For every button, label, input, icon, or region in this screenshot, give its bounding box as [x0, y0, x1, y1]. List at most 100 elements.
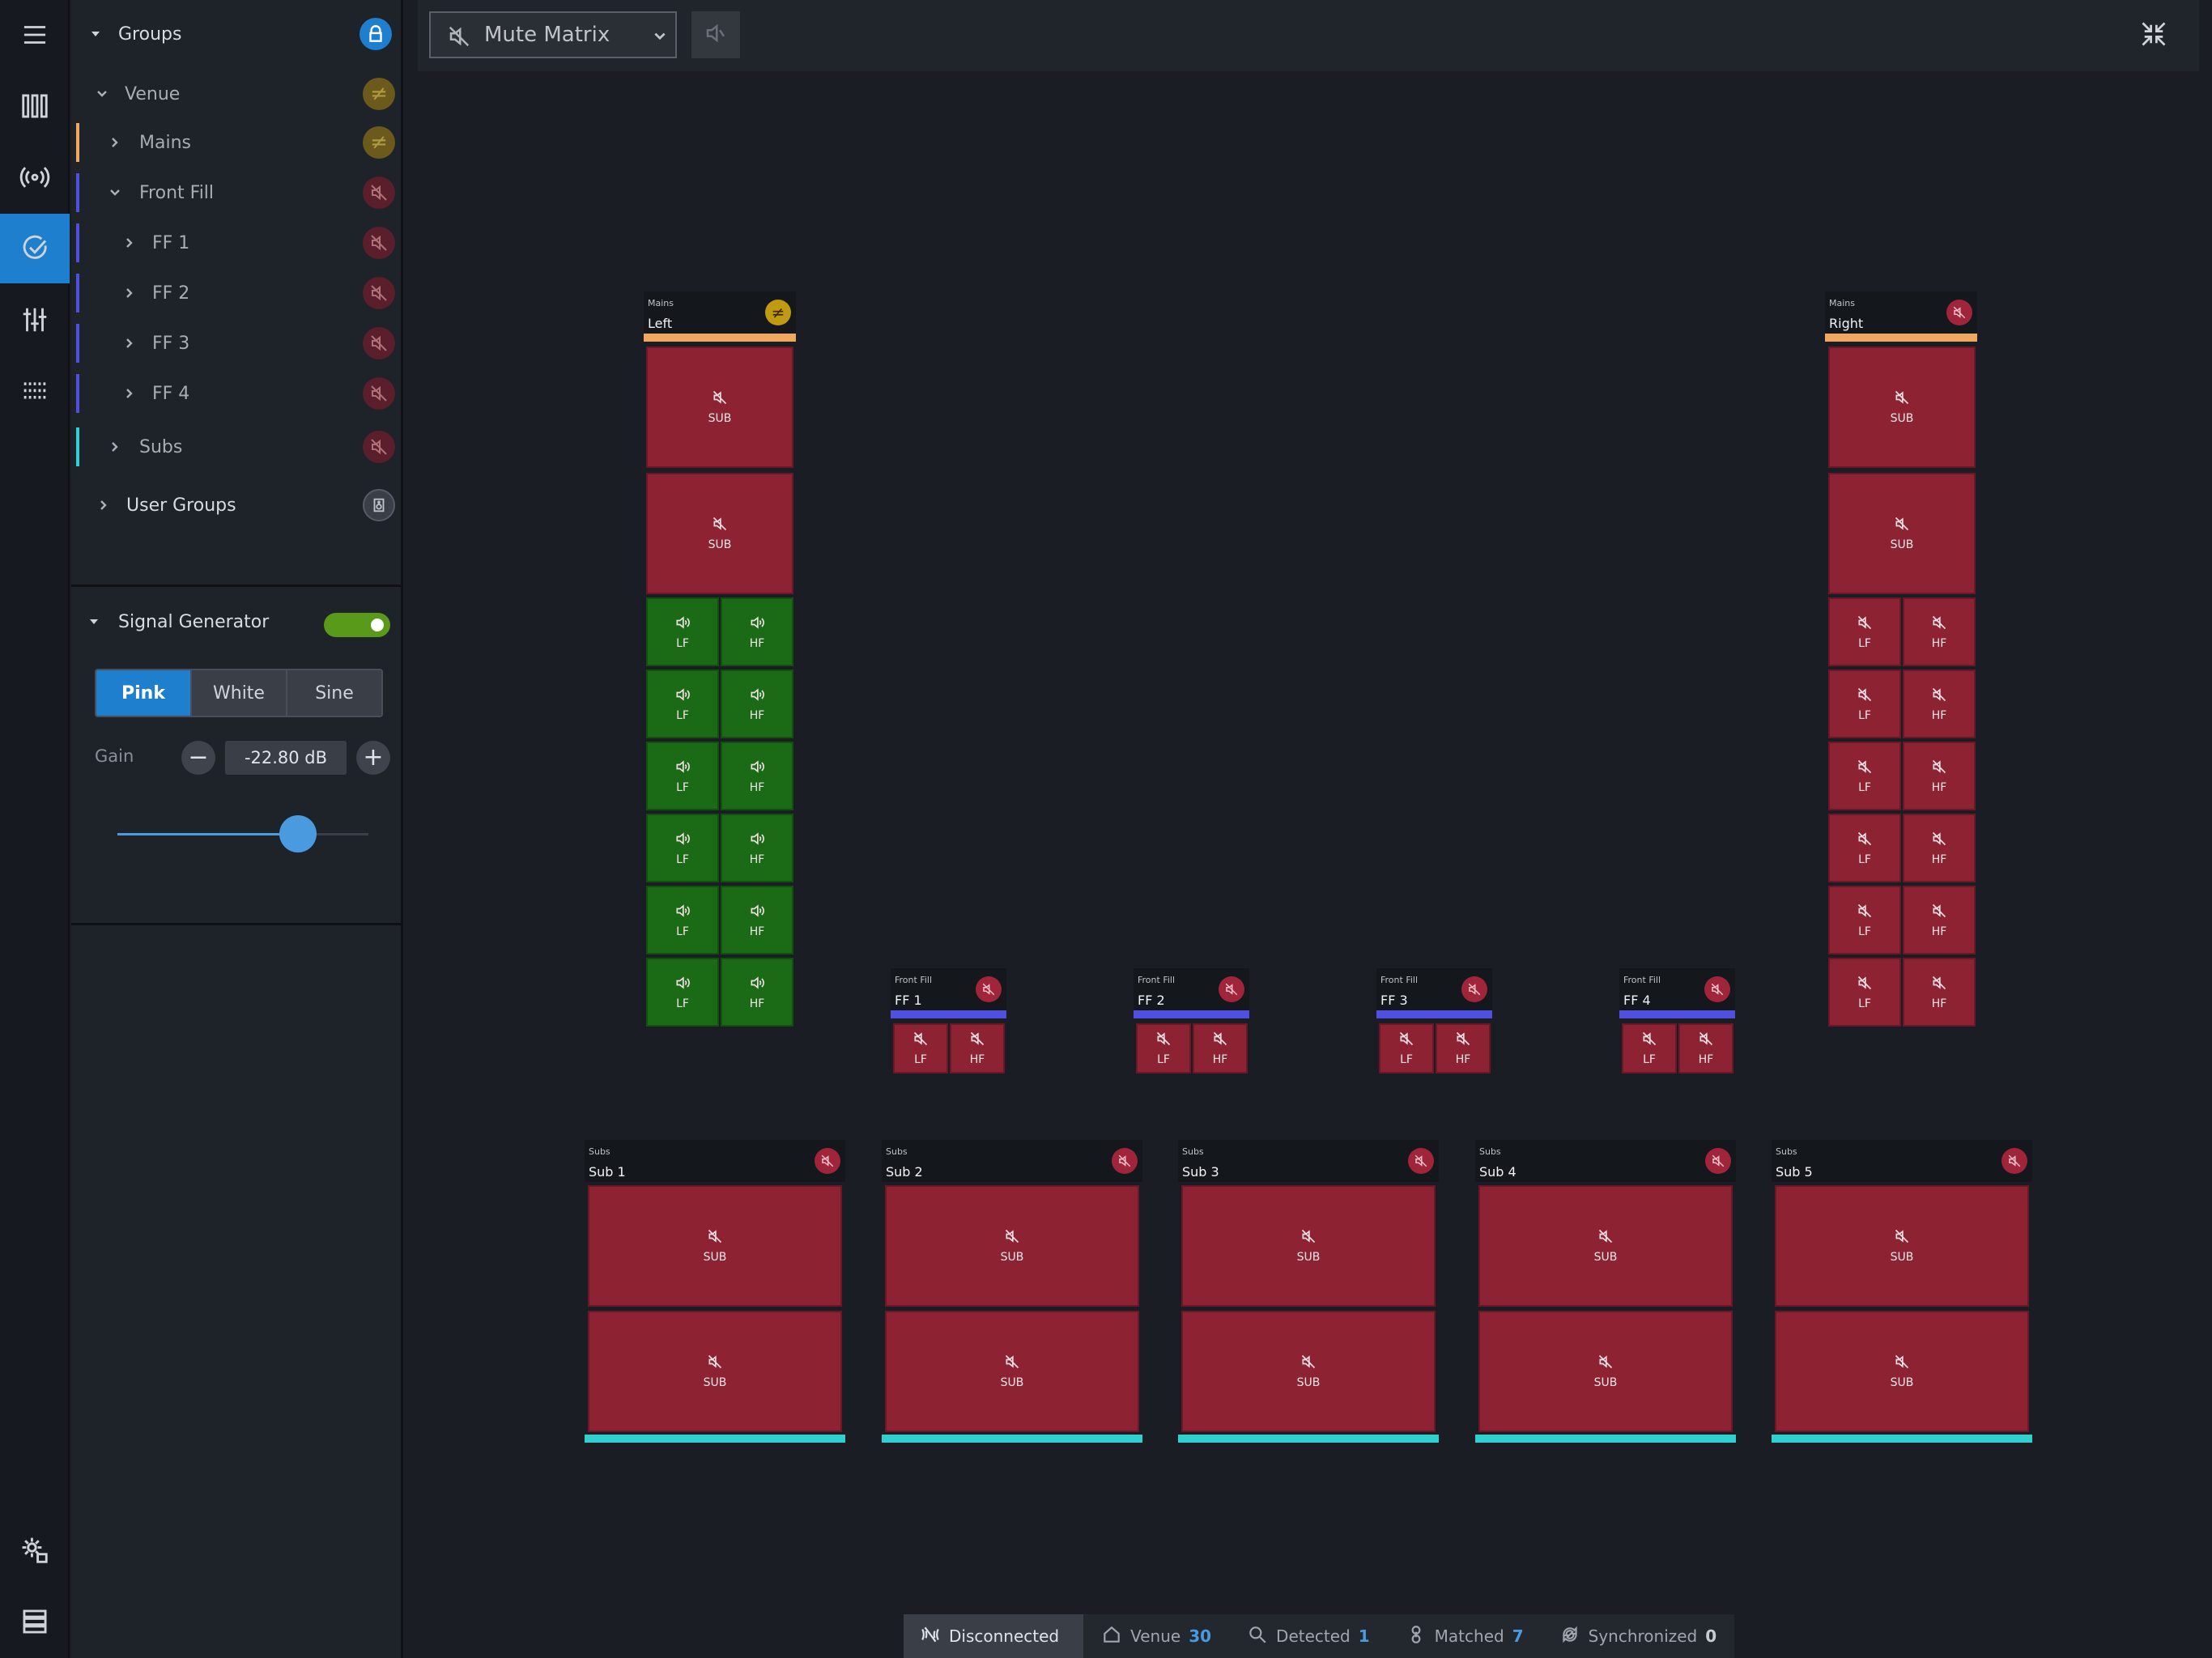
- cabinet-button[interactable]: HF: [721, 742, 793, 810]
- cabinet-button[interactable]: LF: [1828, 958, 1901, 1027]
- cabinet-button[interactable]: SUB: [885, 1311, 1139, 1432]
- chevron-right-icon[interactable]: [121, 335, 138, 351]
- cabinet-button[interactable]: SUB: [1478, 1311, 1733, 1432]
- cabinet-button[interactable]: SUB: [1478, 1185, 1733, 1307]
- tree-item-user-groups[interactable]: User Groups: [71, 481, 403, 529]
- cabinet-button[interactable]: LF: [646, 670, 719, 738]
- cabinet-button[interactable]: HF: [1903, 814, 1976, 882]
- cabinet-button[interactable]: LF: [646, 742, 719, 810]
- gain-increase-button[interactable]: +: [356, 741, 390, 775]
- cabinet-button[interactable]: HF: [721, 958, 793, 1027]
- gain-value[interactable]: -22.80 dB: [225, 741, 347, 775]
- mute-icon[interactable]: [363, 431, 395, 463]
- chevron-down-icon[interactable]: [94, 86, 110, 102]
- check-icon[interactable]: [0, 214, 70, 283]
- cabinet-button[interactable]: SUB: [1181, 1311, 1436, 1432]
- tree-item-front-fill[interactable]: Front Fill: [71, 168, 403, 217]
- cabinet-button[interactable]: HF: [1193, 1023, 1248, 1073]
- chevron-right-icon[interactable]: [121, 285, 138, 301]
- mute-icon[interactable]: [363, 176, 395, 209]
- tree-item-ff4[interactable]: FF 4: [71, 369, 403, 418]
- mute-icon[interactable]: [815, 1148, 840, 1174]
- tree-item-ff2[interactable]: FF 2: [71, 269, 403, 317]
- groups-header[interactable]: Groups: [71, 10, 403, 58]
- speaker-off-button[interactable]: [691, 11, 740, 58]
- cabinet-button[interactable]: LF: [1828, 814, 1901, 882]
- cabinet-button[interactable]: SUB: [1775, 1185, 2029, 1307]
- cabinet-button[interactable]: LF: [1136, 1023, 1191, 1073]
- signal-generator-toggle[interactable]: [324, 613, 390, 637]
- cabinet-button[interactable]: SUB: [646, 473, 793, 594]
- mute-icon[interactable]: [1946, 300, 1972, 325]
- caret-down-icon[interactable]: [87, 26, 104, 42]
- cabinet-button[interactable]: HF: [1903, 886, 1976, 954]
- cabinet-button[interactable]: LF: [1828, 742, 1901, 810]
- gain-slider[interactable]: [117, 815, 368, 852]
- cabinet-button[interactable]: SUB: [646, 346, 793, 468]
- gain-decrease-button[interactable]: −: [181, 741, 215, 775]
- cabinet-button[interactable]: LF: [646, 814, 719, 882]
- tree-item-ff1[interactable]: FF 1: [71, 219, 403, 267]
- collapse-view-button[interactable]: [2136, 18, 2172, 53]
- cabinet-button[interactable]: LF: [646, 597, 719, 666]
- mute-icon[interactable]: [363, 227, 395, 259]
- cabinet-button[interactable]: SUB: [1775, 1311, 2029, 1432]
- meters-icon[interactable]: [0, 71, 70, 141]
- mute-icon[interactable]: [363, 277, 395, 309]
- lock-icon[interactable]: [359, 18, 392, 50]
- cabinet-button[interactable]: SUB: [885, 1185, 1139, 1307]
- menu-icon[interactable]: [0, 0, 70, 70]
- mute-icon[interactable]: [976, 976, 1002, 1002]
- chevron-right-icon[interactable]: [96, 497, 112, 513]
- tree-item-ff3[interactable]: FF 3: [71, 319, 403, 368]
- cabinet-button[interactable]: LF: [893, 1023, 948, 1073]
- mute-icon[interactable]: [363, 327, 395, 359]
- not-equal-icon[interactable]: ≠: [363, 78, 395, 110]
- tree-item-mains[interactable]: Mains ≠: [71, 118, 403, 167]
- cabinet-button[interactable]: SUB: [1181, 1185, 1436, 1307]
- mute-icon[interactable]: [1461, 976, 1487, 1002]
- cabinet-button[interactable]: SUB: [588, 1311, 842, 1432]
- mode-pink-button[interactable]: Pink: [96, 670, 192, 716]
- gain-slider-thumb[interactable]: [279, 815, 317, 852]
- view-dropdown[interactable]: Mute Matrix: [429, 11, 677, 58]
- chevron-down-icon[interactable]: [107, 185, 123, 201]
- cabinet-button[interactable]: HF: [721, 597, 793, 666]
- cabinet-button[interactable]: HF: [1678, 1023, 1733, 1073]
- mixer-icon[interactable]: [0, 285, 70, 355]
- cabinet-button[interactable]: HF: [721, 814, 793, 882]
- wireless-icon[interactable]: [0, 142, 70, 212]
- cabinet-button[interactable]: HF: [1903, 597, 1976, 666]
- cabinet-button[interactable]: HF: [721, 886, 793, 954]
- mode-sine-button[interactable]: Sine: [287, 670, 381, 716]
- cabinet-button[interactable]: HF: [950, 1023, 1005, 1073]
- speaker-group-icon[interactable]: [363, 489, 395, 521]
- mute-icon[interactable]: [1219, 976, 1244, 1002]
- cabinet-button[interactable]: SUB: [1828, 473, 1976, 594]
- cabinet-button[interactable]: HF: [1903, 958, 1976, 1027]
- caret-down-icon[interactable]: [87, 615, 100, 631]
- tree-item-subs[interactable]: Subs: [71, 423, 403, 471]
- cabinet-button[interactable]: LF: [1828, 886, 1901, 954]
- mute-icon[interactable]: [363, 377, 395, 410]
- not-equal-icon[interactable]: ≠: [363, 126, 395, 159]
- chevron-right-icon[interactable]: [107, 134, 123, 151]
- cabinet-button[interactable]: LF: [646, 958, 719, 1027]
- mode-white-button[interactable]: White: [192, 670, 287, 716]
- tree-item-venue[interactable]: Venue ≠: [71, 70, 403, 118]
- connection-status[interactable]: Disconnected: [904, 1614, 1084, 1658]
- mute-icon[interactable]: [1112, 1148, 1138, 1174]
- cabinet-button[interactable]: HF: [1903, 742, 1976, 810]
- mute-icon[interactable]: [1705, 1148, 1731, 1174]
- settings-icon[interactable]: [0, 1516, 70, 1585]
- cabinet-button[interactable]: LF: [1828, 670, 1901, 738]
- chevron-right-icon[interactable]: [121, 235, 138, 251]
- cabinet-button[interactable]: SUB: [1828, 346, 1976, 468]
- cabinet-button[interactable]: LF: [1828, 597, 1901, 666]
- not-equal-icon[interactable]: ≠: [765, 300, 791, 325]
- mute-icon[interactable]: [2001, 1148, 2027, 1174]
- grid-icon[interactable]: [0, 356, 70, 426]
- mute-icon[interactable]: [1408, 1148, 1434, 1174]
- cabinet-button[interactable]: SUB: [588, 1185, 842, 1307]
- cabinet-button[interactable]: HF: [1903, 670, 1976, 738]
